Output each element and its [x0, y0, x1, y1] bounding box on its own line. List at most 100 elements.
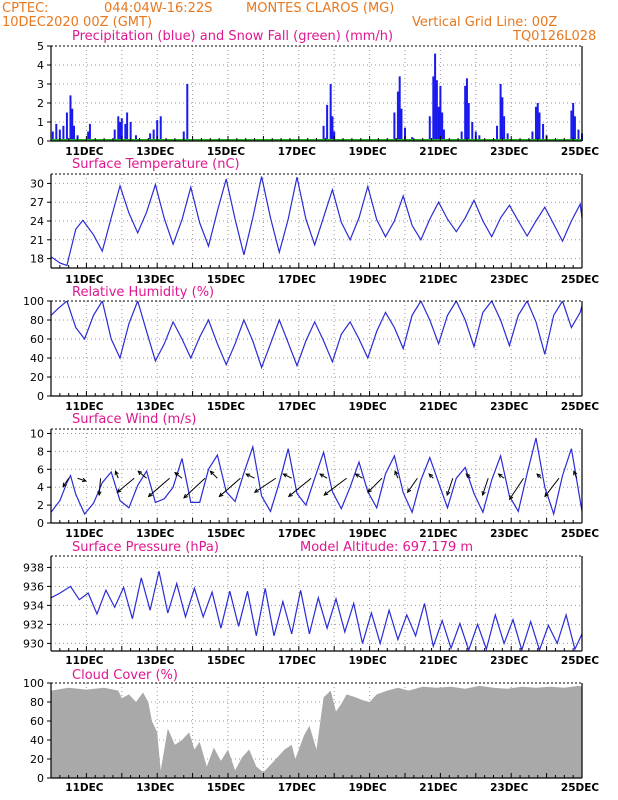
precip-ytick-label: 2: [37, 97, 44, 110]
wind-ytick-label: 0: [37, 517, 44, 530]
wind-xtick-label: 23DEC: [490, 528, 529, 540]
precip-ytick-label: 0: [37, 135, 44, 148]
precip-bar: [120, 118, 123, 141]
precip-bar: [134, 135, 137, 141]
precip-bar: [572, 103, 575, 141]
precip-bar: [322, 125, 325, 141]
humidity-ytick-label: 20: [30, 371, 44, 384]
precip-bar: [124, 123, 127, 141]
precip-bar: [398, 76, 401, 141]
wind-arrow: [573, 471, 578, 479]
wind-xtick-label: 21DEC: [419, 528, 458, 540]
temperature-xtick-label: 13DEC: [136, 274, 175, 286]
wind-arrow: [288, 477, 312, 497]
wind-arrow-head: [508, 495, 514, 501]
cloud-xtick-label: 19DEC: [348, 782, 387, 794]
wind-arrow: [355, 473, 363, 479]
pressure-ytick-label: 932: [23, 618, 44, 631]
temperature-xtick-label: 19DEC: [348, 274, 387, 286]
pressure-panel: 930 932 934 936 938 11DEC 13DEC 15DEC 17DEC 19DEC…: [23, 555, 599, 667]
precip-bar: [69, 95, 72, 141]
humidity-xtick-label: 11DEC: [65, 401, 104, 413]
precip-bar: [471, 122, 474, 141]
wind-arrow-head: [62, 482, 67, 488]
cloud-xtick-label: 21DEC: [419, 782, 458, 794]
precip-bar: [434, 53, 437, 141]
precip-bar: [62, 125, 65, 141]
precip-xtick-label: 23DEC: [490, 146, 529, 158]
panel-title-cloud-cover: Cloud Cover (%): [72, 668, 178, 683]
precip-bar: [439, 85, 442, 141]
precip-bar: [65, 112, 68, 141]
header-org: CPTEC:: [2, 1, 49, 16]
wind-arrow-head: [536, 473, 542, 478]
precip-bar: [573, 116, 576, 141]
temperature-series-line: [51, 176, 582, 267]
wind-arrow-head: [97, 491, 102, 497]
panel-title-precipitation: Precipitation (blue) and Snow Fall (gree…: [72, 29, 393, 44]
header-location: 044:04W-16:22S: [104, 1, 212, 16]
precip-bar: [149, 133, 152, 141]
precip-bar: [186, 84, 189, 141]
wind-arrow-head: [573, 470, 578, 476]
cloud-xtick-label: 23DEC: [490, 782, 529, 794]
panel-title-humidity: Relative Humidity (%): [72, 285, 214, 300]
precip-bar: [442, 129, 445, 141]
wind-arrow-head: [465, 473, 471, 478]
wind-arrow: [98, 478, 102, 496]
humidity-xtick-label: 21DEC: [419, 401, 458, 413]
cloud-ytick-label: 80: [30, 696, 44, 709]
precip-bar: [404, 127, 406, 141]
wind-arrow: [367, 477, 383, 493]
wind-ytick-label: 6: [37, 463, 44, 476]
temperature-xtick-label: 25DEC: [561, 274, 600, 286]
precip-bar: [55, 123, 58, 141]
precip-bar: [331, 116, 334, 141]
wind-xtick-label: 15DEC: [207, 528, 246, 540]
precip-bar: [496, 125, 499, 141]
precip-bar: [393, 112, 396, 141]
temperature-xtick-label: 23DEC: [490, 274, 529, 286]
precip-bar: [570, 110, 573, 141]
precip-xtick-label: 17DEC: [278, 146, 317, 158]
wind-arrow-head: [174, 471, 179, 477]
pressure-xtick-label: 19DEC: [348, 655, 387, 667]
precip-bar: [87, 131, 90, 141]
wind-arrow: [544, 477, 560, 497]
wind-ytick-label: 4: [37, 481, 44, 494]
humidity-xtick-label: 17DEC: [278, 401, 317, 413]
cloud-panel: 0 20 40 60 80 100 11DEC 13DEC 15DEC 17DEC 19DEC 21D…: [23, 677, 599, 794]
precip-xtick-label: 11DEC: [65, 146, 104, 158]
wind-arrow: [407, 477, 418, 493]
precip-bar: [531, 131, 534, 141]
wind-arrow: [148, 477, 170, 497]
wind-series-line: [51, 437, 582, 517]
cloud-ytick-label: 20: [30, 753, 44, 766]
humidity-series-line: [51, 301, 582, 370]
wind-arrow: [183, 477, 206, 499]
pressure-ytick-label: 930: [23, 637, 44, 650]
precip-bar: [73, 125, 76, 141]
precip-bar: [577, 129, 580, 141]
precip-bar: [182, 131, 185, 141]
wind-arrow-head: [137, 470, 143, 476]
wind-arrow: [446, 478, 454, 496]
wind-arrow-head: [116, 488, 122, 493]
wind-xtick-label: 17DEC: [278, 528, 317, 540]
pressure-xtick-label: 13DEC: [136, 655, 175, 667]
temperature-ytick-label: 24: [30, 215, 44, 228]
pressure-xtick-label: 11DEC: [65, 655, 104, 667]
humidity-ytick-label: 80: [30, 314, 44, 327]
wind-arrow: [323, 477, 347, 496]
temperature-ytick-label: 21: [30, 234, 44, 247]
precip-panel: 0 1 2 3 4 5 11DEC 13DEC 15DEC 17DEC 19DEC 21DEC 23DE…: [37, 40, 599, 158]
wind-xtick-label: 11DEC: [65, 528, 104, 540]
precip-bar: [113, 129, 116, 141]
precip-bar: [156, 120, 159, 141]
temperature-xtick-label: 21DEC: [419, 274, 458, 286]
pressure-ytick-label: 936: [23, 580, 44, 593]
precip-bar: [326, 104, 329, 141]
precip-bar: [536, 103, 539, 141]
wind-arrow: [77, 477, 87, 482]
